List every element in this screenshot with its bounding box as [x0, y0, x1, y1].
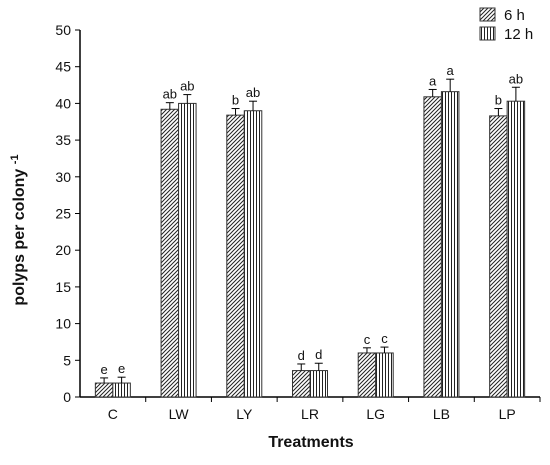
bar — [440, 91, 460, 398]
y-tick-label: 45 — [55, 59, 71, 75]
y-tick-label: 40 — [55, 95, 71, 111]
bar — [243, 110, 263, 398]
x-tick-label: LW — [169, 406, 190, 422]
y-axis-title-text: polyps per colony — [11, 169, 28, 306]
bar — [292, 370, 311, 398]
significance-label: d — [315, 347, 322, 362]
y-tick-label: 30 — [55, 169, 71, 185]
x-tick-label: LR — [301, 406, 319, 422]
significance-label: ab — [163, 87, 177, 102]
x-axis-title: Treatments — [268, 434, 353, 451]
significance-label: d — [298, 348, 305, 363]
significance-label: c — [381, 331, 388, 346]
x-tick-label: LB — [433, 406, 450, 422]
significance-label: a — [429, 73, 437, 88]
bar — [112, 382, 131, 398]
bar — [357, 352, 377, 398]
x-tick-label: LG — [366, 406, 385, 422]
legend-swatch — [479, 26, 496, 41]
y-tick-label: 0 — [63, 389, 71, 405]
significance-label: a — [447, 63, 455, 78]
bar — [160, 108, 180, 398]
significance-label: b — [495, 93, 502, 108]
significance-label: e — [118, 361, 125, 376]
y-tick-label: 15 — [55, 279, 71, 295]
bar — [375, 352, 394, 398]
significance-label: ab — [246, 85, 260, 100]
y-tick-label: 10 — [55, 316, 71, 332]
y-tick-label: 25 — [55, 206, 71, 222]
bar — [226, 114, 245, 398]
y-tick-label: 35 — [55, 132, 71, 148]
x-tick-label: LY — [236, 406, 253, 422]
legend: 6 h 12 h — [479, 7, 533, 43]
bar — [489, 115, 508, 398]
x-tick-label: C — [108, 406, 118, 422]
bar — [506, 100, 526, 398]
significance-label: b — [232, 93, 239, 108]
significance-label: e — [100, 362, 107, 377]
significance-label: c — [364, 332, 371, 347]
y-axis-title-exponent: -1 — [9, 154, 21, 164]
bar — [94, 382, 114, 398]
y-tick-label: 5 — [63, 352, 71, 368]
bar — [309, 370, 328, 398]
bar — [178, 102, 197, 398]
x-tick-label: LP — [499, 406, 516, 422]
legend-label: 6 h — [504, 7, 525, 24]
bar — [423, 96, 442, 398]
significance-label: ab — [509, 71, 523, 86]
y-axis-title: polyps per colony -1 — [9, 154, 28, 305]
significance-label: ab — [180, 79, 194, 94]
y-tick-label: 20 — [55, 242, 71, 258]
y-tick-label: 50 — [55, 22, 71, 38]
legend-label: 12 h — [504, 26, 533, 43]
legend-swatch — [479, 7, 496, 22]
